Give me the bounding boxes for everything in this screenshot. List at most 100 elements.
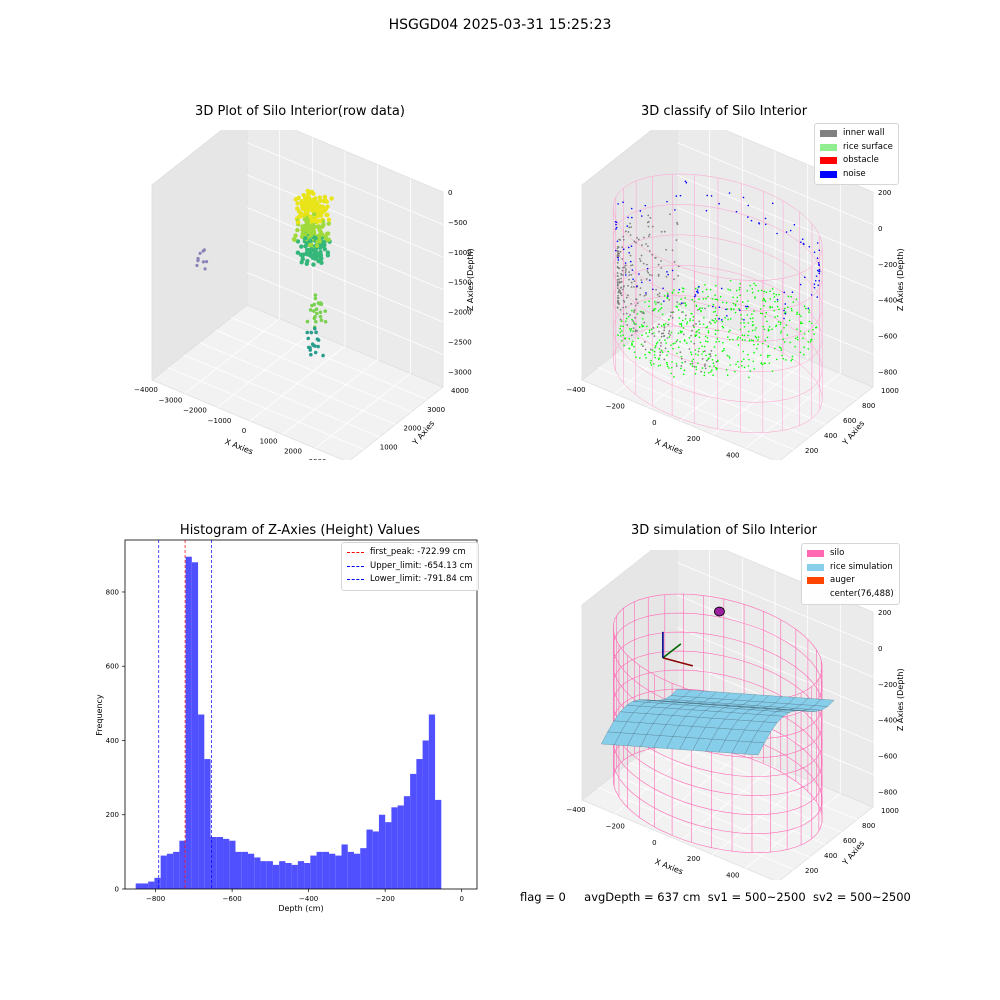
inner-wall-point	[657, 301, 660, 304]
raw-point	[321, 353, 325, 358]
rice-surface-point	[677, 309, 680, 311]
inner-wall-point	[620, 277, 622, 280]
inner-wall-point	[630, 286, 633, 288]
rice-surface-point	[779, 321, 782, 324]
rice-surface-point	[776, 305, 779, 308]
inner-wall-point	[622, 299, 625, 302]
rice-surface-point	[757, 336, 760, 338]
inner-wall-point	[700, 370, 703, 373]
rice-surface-point	[796, 338, 799, 341]
legend-label: rice simulation	[830, 561, 893, 572]
rice-surface-point	[762, 299, 764, 302]
rice-surface-point	[625, 317, 628, 320]
raw-point	[324, 212, 329, 218]
rice-surface-point	[755, 284, 757, 287]
raw-point	[325, 253, 331, 258]
rice-surface-point	[719, 295, 722, 298]
noise-point	[674, 209, 676, 211]
noise-swatch	[820, 170, 837, 178]
inner-wall-point	[710, 349, 713, 352]
rice-surface-point	[695, 366, 698, 368]
raw-point	[316, 301, 321, 305]
rice-surface-point	[631, 344, 633, 346]
raw-point	[326, 237, 331, 242]
rice-surface-point	[685, 304, 687, 306]
rice-surface-point	[737, 344, 740, 346]
rice-surface-point	[766, 320, 768, 323]
rice-surface-point	[682, 373, 685, 376]
histogram-bar	[372, 831, 379, 889]
sv1-text: sv1 = 500~2500	[707, 890, 806, 904]
raw-point	[313, 256, 319, 261]
histogram-ylabel: Frequency	[95, 694, 104, 736]
inner-wall-point	[660, 335, 663, 338]
rice-surface-point	[716, 338, 719, 340]
noise-point	[679, 194, 682, 197]
rice-surface-point	[768, 325, 771, 328]
noise-point	[742, 196, 745, 199]
noise-point	[630, 207, 633, 210]
rice-surface-point	[729, 279, 732, 282]
inner-wall-point	[633, 309, 636, 312]
noise-point	[696, 291, 699, 293]
raw-point	[298, 211, 304, 216]
y-tick-label: 600	[106, 663, 119, 671]
rice-surface-point	[624, 337, 627, 340]
histogram-bar	[310, 855, 317, 889]
noise-point	[617, 259, 620, 261]
rice-surface-point	[764, 300, 767, 303]
inner-wall-point	[648, 233, 651, 236]
rice-surface-point	[751, 288, 754, 290]
noise-point	[718, 202, 720, 205]
inner-wall-point	[666, 337, 669, 339]
rice-surface-point	[807, 330, 810, 333]
histogram-bar	[285, 863, 292, 889]
z-tick-label: −200	[878, 261, 897, 269]
rice-surface-point	[651, 349, 654, 351]
inner-wall-point	[636, 236, 639, 239]
rice-surface-point	[741, 334, 744, 337]
rice-surface-point	[752, 360, 755, 363]
inner-wall-point	[622, 288, 625, 291]
noise-point	[745, 305, 747, 308]
noise-point	[801, 238, 804, 240]
raw-point	[306, 336, 311, 341]
rice-surface-point	[694, 334, 697, 336]
rice-surface-point	[701, 345, 703, 347]
inner-wall-point	[657, 275, 660, 277]
rice-surface-point	[736, 300, 738, 303]
inner-wall-point	[641, 312, 644, 314]
rice-surface-point	[734, 304, 737, 307]
rice-surface-point	[657, 365, 660, 367]
noise-point	[810, 294, 813, 296]
rice-surface-point	[707, 330, 710, 332]
rice-surface-point	[650, 364, 653, 366]
z-tick-label: 0	[878, 225, 882, 233]
rice-surface-point	[658, 348, 661, 350]
rice-surface-point	[680, 325, 683, 327]
rice-surface-point	[762, 325, 765, 328]
inner-wall-point	[660, 267, 663, 269]
histogram-bar	[422, 740, 429, 889]
inner-wall-point	[709, 353, 712, 355]
rice-surface-point	[765, 311, 768, 314]
histogram-bar	[179, 840, 186, 889]
rice-surface-point	[736, 338, 739, 340]
inner-wall-point	[616, 284, 619, 287]
rice-surface-point	[715, 314, 718, 317]
legend-entry: auger	[807, 574, 894, 588]
rice-surface-point	[672, 347, 674, 350]
raw-point	[302, 207, 308, 213]
rice-surface-point	[699, 323, 701, 326]
rice-surface-point	[682, 290, 684, 293]
rice-surface-point	[677, 332, 680, 335]
z-axis-label: Z Axies (Depth)	[896, 668, 905, 731]
inner-wall-point	[658, 295, 661, 298]
rice-surface-point	[790, 295, 792, 298]
raw-point	[307, 242, 313, 248]
classify-legend: inner wall rice surface obstacle noise	[814, 123, 899, 185]
inner-wall-point	[616, 250, 619, 253]
raw-point	[317, 203, 322, 209]
rice-surface-point	[635, 356, 637, 358]
rice-surface-point	[701, 307, 704, 310]
